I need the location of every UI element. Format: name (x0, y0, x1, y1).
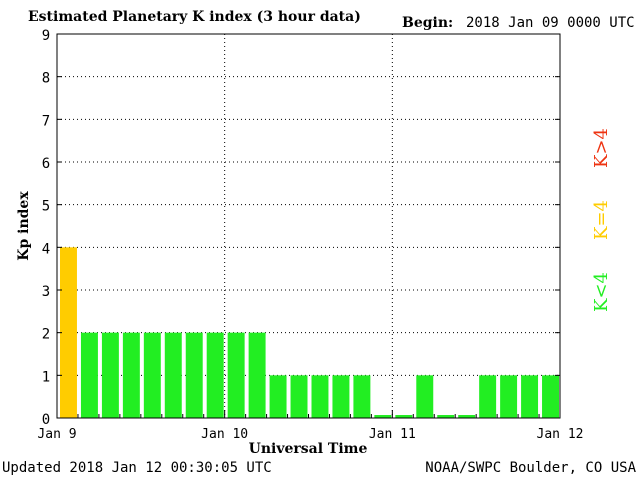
y-axis-label: Kp index (16, 191, 32, 261)
kp-bar (101, 332, 119, 418)
kp-bar (521, 375, 539, 418)
kp-bar (164, 332, 182, 418)
kp-bar (60, 247, 77, 418)
y-tick-label: 3 (42, 284, 50, 300)
kp-bar (206, 332, 224, 418)
x-axis-label: Universal Time (249, 441, 368, 457)
kp-bar (227, 332, 245, 418)
kp-bar (143, 332, 161, 418)
kp-bar (80, 332, 98, 418)
kp-bar (374, 415, 392, 418)
x-tick-label: Jan 9 (37, 427, 76, 442)
y-tick-label: 9 (42, 28, 50, 44)
updated-timestamp: Updated 2018 Jan 12 00:30:05 UTC (2, 460, 272, 476)
kp-bar (479, 375, 497, 418)
kp-bar (416, 375, 434, 418)
kp-bar (122, 332, 140, 418)
x-tick-label: Jan 12 (537, 427, 584, 442)
legend-k-greater-4: K>4 (591, 128, 612, 168)
y-tick-label: 1 (42, 369, 50, 385)
kp-bar (437, 415, 455, 418)
kp-bar (353, 375, 371, 418)
kp-bar (185, 332, 203, 418)
kp-bar (332, 375, 350, 418)
y-tick-label: 5 (42, 199, 50, 215)
y-tick-label: 2 (42, 327, 50, 343)
begin-value: 2018 Jan 09 0000 UTC (466, 15, 635, 31)
source-label: NOAA/SWPC Boulder, CO USA (425, 460, 636, 476)
y-tick-label: 7 (42, 113, 50, 129)
y-tick-label: 0 (42, 412, 50, 428)
legend-k-equal-4: K=4 (591, 200, 612, 240)
kp-bar (248, 332, 266, 418)
x-tick-label: Jan 10 (201, 427, 248, 442)
kp-bar (311, 375, 329, 418)
y-tick-label: 8 (42, 71, 50, 87)
legend-k-less-4: K<4 (591, 272, 612, 312)
x-tick-label: Jan 11 (369, 427, 416, 442)
kp-bar (500, 375, 518, 418)
kp-bar (542, 375, 559, 418)
kp-bar (395, 415, 413, 418)
kp-bar (269, 375, 287, 418)
chart-title: Estimated Planetary K index (3 hour data… (28, 9, 361, 25)
y-tick-label: 4 (42, 241, 50, 257)
kp-bar (458, 415, 476, 418)
y-tick-label: 6 (42, 156, 50, 172)
begin-label: Begin: (402, 15, 454, 31)
kp-bar (290, 375, 308, 418)
